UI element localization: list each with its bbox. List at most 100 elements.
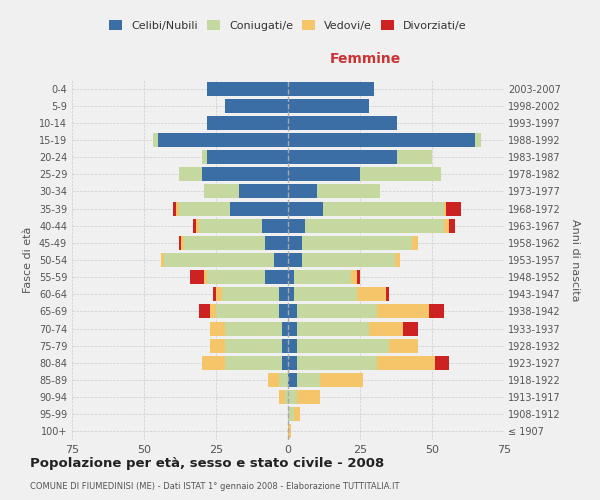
Bar (205, 270, 208, 284)
Bar (288, 202, 323, 215)
Bar (265, 236, 288, 250)
Bar (208, 116, 288, 130)
Bar (230, 202, 288, 215)
Bar (475, 133, 481, 147)
Bar (179, 202, 230, 215)
Bar (288, 168, 360, 181)
Bar (357, 288, 386, 302)
Bar (288, 304, 296, 318)
Bar (193, 218, 196, 232)
Bar (224, 356, 282, 370)
Bar (288, 288, 294, 302)
Bar (176, 202, 179, 215)
Bar (208, 82, 288, 96)
Bar (280, 390, 285, 404)
Bar (302, 236, 412, 250)
Text: Femmine: Femmine (330, 52, 401, 66)
Bar (239, 184, 288, 198)
Bar (282, 356, 288, 370)
Bar (208, 270, 265, 284)
Bar (294, 408, 299, 422)
Bar (280, 288, 288, 302)
Bar (296, 338, 389, 352)
Bar (288, 408, 294, 422)
Bar (202, 168, 288, 181)
Bar (179, 236, 181, 250)
Bar (288, 218, 305, 232)
Bar (161, 253, 164, 267)
Bar (296, 390, 320, 404)
Y-axis label: Fasce di età: Fasce di età (23, 227, 33, 293)
Bar (443, 218, 449, 232)
Bar (360, 168, 440, 181)
Bar (199, 218, 262, 232)
Bar (288, 98, 368, 112)
Bar (288, 338, 296, 352)
Bar (158, 133, 288, 147)
Bar (222, 288, 280, 302)
Bar (202, 150, 208, 164)
Bar (449, 218, 455, 232)
Bar (443, 202, 446, 215)
Bar (285, 390, 288, 404)
Bar (288, 373, 296, 387)
Bar (377, 356, 435, 370)
Bar (262, 218, 288, 232)
Bar (288, 424, 291, 438)
Bar (196, 218, 199, 232)
Bar (288, 82, 374, 96)
Bar (280, 373, 288, 387)
Bar (280, 304, 288, 318)
Bar (216, 288, 222, 302)
Bar (288, 270, 294, 284)
Y-axis label: Anni di nascita: Anni di nascita (571, 219, 580, 301)
Bar (288, 253, 302, 267)
Bar (288, 150, 397, 164)
Bar (302, 253, 395, 267)
Bar (296, 373, 320, 387)
Bar (164, 253, 274, 267)
Bar (265, 270, 288, 284)
Bar (352, 270, 357, 284)
Bar (210, 322, 224, 336)
Bar (395, 253, 400, 267)
Bar (152, 133, 158, 147)
Bar (412, 236, 418, 250)
Bar (282, 322, 288, 336)
Text: COMUNE DI FIUMEDINISI (ME) - Dati ISTAT 1° gennaio 2008 - Elaborazione TUTTITALI: COMUNE DI FIUMEDINISI (ME) - Dati ISTAT … (30, 482, 400, 491)
Legend: Celibi/Nubili, Coniugati/e, Vedovi/e, Divorziati/e: Celibi/Nubili, Coniugati/e, Vedovi/e, Di… (105, 16, 471, 35)
Bar (403, 322, 418, 336)
Bar (357, 270, 360, 284)
Bar (323, 202, 443, 215)
Bar (282, 338, 288, 352)
Bar (210, 338, 224, 352)
Bar (181, 236, 184, 250)
Bar (317, 184, 380, 198)
Bar (377, 304, 429, 318)
Bar (435, 356, 449, 370)
Bar (446, 202, 461, 215)
Bar (296, 322, 368, 336)
Bar (288, 184, 317, 198)
Bar (296, 356, 377, 370)
Bar (179, 168, 202, 181)
Bar (202, 356, 224, 370)
Bar (184, 236, 265, 250)
Bar (429, 304, 443, 318)
Bar (224, 322, 282, 336)
Bar (320, 373, 363, 387)
Bar (294, 288, 357, 302)
Bar (199, 304, 210, 318)
Bar (305, 218, 443, 232)
Bar (288, 356, 296, 370)
Bar (216, 304, 280, 318)
Bar (389, 338, 418, 352)
Bar (288, 133, 475, 147)
Bar (397, 150, 432, 164)
Bar (288, 390, 296, 404)
Bar (210, 304, 216, 318)
Bar (288, 236, 302, 250)
Bar (288, 322, 296, 336)
Text: Popolazione per età, sesso e stato civile - 2008: Popolazione per età, sesso e stato civil… (30, 458, 384, 470)
Bar (190, 270, 205, 284)
